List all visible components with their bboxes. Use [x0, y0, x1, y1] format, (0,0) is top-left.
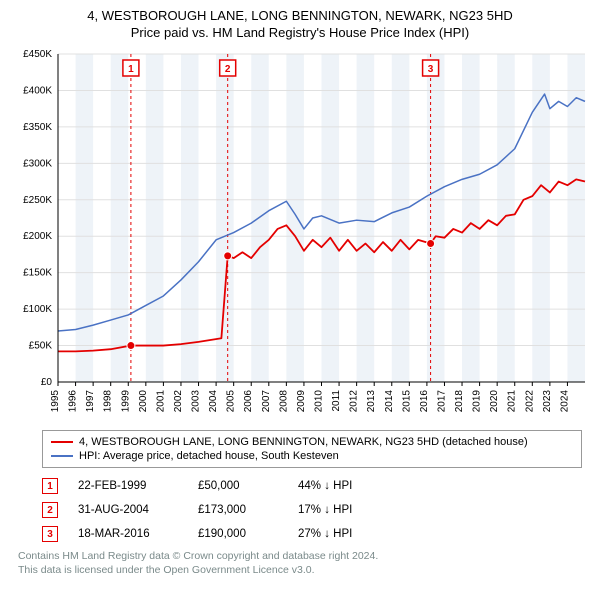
footer: Contains HM Land Registry data © Crown c… [18, 550, 582, 577]
event-date: 31-AUG-2004 [78, 504, 178, 516]
footer-line-1: Contains HM Land Registry data © Crown c… [18, 550, 582, 564]
event-date: 18-MAR-2016 [78, 528, 178, 540]
svg-text:1995: 1995 [50, 390, 61, 413]
chart-titles: 4, WESTBOROUGH LANE, LONG BENNINGTON, NE… [0, 0, 600, 44]
svg-text:2008: 2008 [278, 390, 289, 413]
svg-text:£50K: £50K [29, 341, 53, 352]
svg-text:2019: 2019 [472, 390, 483, 413]
event-badge: 1 [42, 478, 58, 494]
chart-svg: £0 £50K £100K £150K £200K £250K £300K £350K £400… [0, 44, 600, 424]
event-date: 22-FEB-1999 [78, 480, 178, 492]
svg-text:2001: 2001 [155, 390, 166, 413]
legend: 4, WESTBOROUGH LANE, LONG BENNINGTON, NE… [42, 430, 582, 468]
legend-swatch-1 [51, 441, 73, 443]
svg-text:2021: 2021 [507, 390, 518, 413]
svg-text:2010: 2010 [314, 390, 325, 413]
svg-text:£0: £0 [41, 377, 53, 388]
event-price: £190,000 [198, 528, 278, 540]
svg-text:2018: 2018 [454, 390, 465, 413]
svg-text:2015: 2015 [401, 390, 412, 413]
svg-text:1997: 1997 [85, 390, 96, 413]
svg-text:2006: 2006 [243, 390, 254, 413]
title-subtitle: Price paid vs. HM Land Registry's House … [10, 25, 590, 40]
figure: 4, WESTBOROUGH LANE, LONG BENNINGTON, NE… [0, 0, 600, 577]
event-diff: 27% ↓ HPI [298, 528, 352, 540]
svg-text:2023: 2023 [542, 390, 553, 413]
event-badge: 3 [42, 526, 58, 542]
svg-text:2022: 2022 [524, 390, 535, 413]
footer-line-2: This data is licensed under the Open Gov… [18, 564, 582, 578]
svg-text:1999: 1999 [120, 390, 131, 413]
svg-text:2011: 2011 [331, 390, 342, 412]
svg-text:2: 2 [225, 64, 231, 75]
svg-text:2009: 2009 [296, 390, 307, 413]
legend-row-1: 4, WESTBOROUGH LANE, LONG BENNINGTON, NE… [51, 435, 573, 449]
svg-text:2007: 2007 [261, 390, 272, 413]
svg-text:2020: 2020 [489, 390, 500, 413]
svg-text:2003: 2003 [191, 390, 202, 413]
legend-row-2: HPI: Average price, detached house, Sout… [51, 449, 573, 463]
svg-text:2004: 2004 [208, 390, 219, 413]
svg-text:1996: 1996 [68, 390, 79, 413]
svg-text:£350K: £350K [23, 122, 52, 133]
svg-text:2016: 2016 [419, 390, 430, 413]
svg-text:£450K: £450K [23, 49, 52, 60]
event-row: 2 31-AUG-2004 £173,000 17% ↓ HPI [42, 498, 582, 522]
svg-text:2005: 2005 [226, 390, 237, 413]
svg-text:2000: 2000 [138, 390, 149, 413]
event-price: £173,000 [198, 504, 278, 516]
svg-text:£250K: £250K [23, 195, 52, 206]
svg-text:1998: 1998 [103, 390, 114, 413]
svg-text:£150K: £150K [23, 268, 52, 279]
event-diff: 44% ↓ HPI [298, 480, 352, 492]
event-row: 3 18-MAR-2016 £190,000 27% ↓ HPI [42, 522, 582, 546]
svg-text:2024: 2024 [559, 390, 570, 413]
legend-label-1: 4, WESTBOROUGH LANE, LONG BENNINGTON, NE… [79, 436, 528, 448]
svg-text:2002: 2002 [173, 390, 184, 413]
svg-text:£200K: £200K [23, 231, 52, 242]
svg-text:2014: 2014 [384, 390, 395, 413]
svg-text:£300K: £300K [23, 158, 52, 169]
chart-area: £0 £50K £100K £150K £200K £250K £300K £350K £400… [0, 44, 600, 424]
legend-swatch-2 [51, 455, 73, 457]
legend-label-2: HPI: Average price, detached house, Sout… [79, 450, 339, 462]
svg-text:£100K: £100K [23, 304, 52, 315]
event-badge: 2 [42, 502, 58, 518]
svg-text:2012: 2012 [349, 390, 360, 413]
svg-text:2017: 2017 [436, 390, 447, 413]
events-table: 1 22-FEB-1999 £50,000 44% ↓ HPI 2 31-AUG-2004… [42, 474, 582, 546]
svg-text:1: 1 [128, 64, 134, 75]
event-row: 1 22-FEB-1999 £50,000 44% ↓ HPI [42, 474, 582, 498]
title-address: 4, WESTBOROUGH LANE, LONG BENNINGTON, NE… [10, 8, 590, 23]
svg-text:2013: 2013 [366, 390, 377, 413]
svg-text:3: 3 [428, 64, 434, 75]
event-diff: 17% ↓ HPI [298, 504, 352, 516]
event-price: £50,000 [198, 480, 278, 492]
svg-text:£400K: £400K [23, 85, 52, 96]
